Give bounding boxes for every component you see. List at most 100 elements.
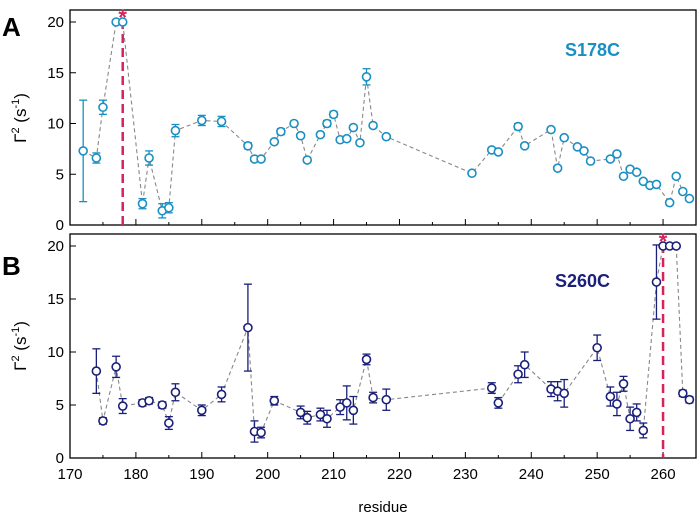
panel-b-y-tick-label: 10 xyxy=(47,344,64,361)
panel-a-data-point xyxy=(678,186,688,197)
x-tick-label: 190 xyxy=(189,466,214,483)
panel-a-data-point xyxy=(348,122,359,133)
panel-b-y-tick-label: 15 xyxy=(47,291,64,308)
panel-b-data-point xyxy=(144,395,154,406)
panel-a-data-point xyxy=(546,124,556,135)
panel-b-data-point xyxy=(486,383,497,393)
panel-a-y-ticks: 0 5 10 15 20 xyxy=(47,14,76,234)
panel-a-data-point xyxy=(98,102,108,113)
panel-a-data-point xyxy=(361,72,372,82)
panel-b-data-point xyxy=(605,391,616,402)
x-tick-label: 200 xyxy=(255,466,280,483)
panel-b-data-point xyxy=(111,362,121,372)
panel-a-data-point xyxy=(664,197,675,208)
panel-b-data-point xyxy=(684,394,695,405)
panel-b-data-point xyxy=(196,405,207,416)
panel-b-data-point xyxy=(295,407,306,418)
panel-a-data-point xyxy=(322,118,332,129)
panel-a-y-tick-label: 20 xyxy=(47,14,64,31)
panel-a-data-point xyxy=(164,202,174,213)
panel-a-y-tick-label: 15 xyxy=(47,65,64,82)
panel-a-data-point xyxy=(651,179,662,190)
x-tick-label: 210 xyxy=(321,466,346,483)
panel-a-data-point xyxy=(328,109,339,120)
panel-b-y-tick-label: 0 xyxy=(56,450,64,467)
panel-a-data-point xyxy=(684,193,695,204)
x-tick-label: 180 xyxy=(123,466,148,483)
panel-b-data-point xyxy=(170,387,181,398)
panel-b-data-point xyxy=(612,399,622,409)
panel-b-data-point xyxy=(638,425,649,436)
panel-b-frame xyxy=(69,233,697,459)
panel-a-data-point xyxy=(117,17,128,27)
x-tick-label: 240 xyxy=(519,466,544,483)
panel-a-data-point xyxy=(519,141,530,151)
x-axis-label: residue xyxy=(358,499,407,516)
panel-a-data-point xyxy=(91,153,102,163)
panel-a-frame xyxy=(69,9,697,226)
panel-b-data-point xyxy=(381,394,392,405)
panel-a-data-point xyxy=(552,163,563,173)
panel-a-data-point xyxy=(302,155,313,165)
panel-a-mutation-site: * xyxy=(118,5,127,225)
panel-b-data-point xyxy=(341,398,352,408)
panel-a-data-point xyxy=(671,171,682,182)
panel-a-data-point xyxy=(638,176,649,187)
panel-b-data-point xyxy=(651,277,662,287)
panel-a-data-point xyxy=(559,132,570,143)
panel-a-series xyxy=(78,17,695,219)
panel-b-data-point xyxy=(335,402,345,412)
panel-a-data-point xyxy=(196,115,207,126)
panel-b-x-ticks: 170 180 190 200 210 220 230 240 250 260 xyxy=(57,452,697,483)
panel-a-y-axis-label: Γ2 (s-1) xyxy=(10,93,30,143)
panel-b-data-point xyxy=(216,389,227,400)
panel-b-data-point xyxy=(302,412,313,423)
panel-a-data-point xyxy=(585,156,596,166)
panel-a-data-point xyxy=(216,116,227,127)
panel-a-data-point xyxy=(381,131,392,142)
panel-a-data-point xyxy=(572,142,583,152)
panel-b-data-point xyxy=(625,413,635,424)
panel-a-data-point xyxy=(618,171,629,182)
panel-a-data-point xyxy=(368,120,378,131)
panel-b-data-point xyxy=(164,418,174,428)
panel-b-data-point xyxy=(513,369,523,380)
panel-a-data-point xyxy=(579,146,589,156)
panel-a-label: A xyxy=(2,12,21,42)
panel-b-data-point xyxy=(493,398,504,408)
panel-a-data-point xyxy=(137,198,148,209)
x-tick-label: 250 xyxy=(585,466,610,483)
panel-b-data-point xyxy=(631,407,642,418)
panel-b-data-point xyxy=(368,392,378,403)
panel-b-data-point xyxy=(322,413,332,424)
panel-a-data-point xyxy=(513,121,523,132)
panel-b-data-point xyxy=(243,322,253,333)
panel-a-data-point xyxy=(341,133,352,144)
panel-a-data-point xyxy=(170,125,181,136)
panel-b-y-tick-label: 5 xyxy=(56,397,64,414)
panel-a-data-point xyxy=(289,118,299,129)
panel-a: A S178C Γ2 (s-1) 0 5 10 15 20 * xyxy=(2,5,697,234)
panel-b-data-point xyxy=(559,388,570,399)
panel-b-data-point xyxy=(519,359,530,370)
panel-b-y-tick-label: 20 xyxy=(47,238,64,255)
panel-b-data-point xyxy=(671,241,682,251)
panel-b-data-point xyxy=(157,400,168,410)
x-tick-label: 260 xyxy=(651,466,676,483)
panel-a-data-point xyxy=(612,149,622,159)
panel-b-data-point xyxy=(91,366,102,376)
x-tick-label: 170 xyxy=(57,466,82,483)
panel-a-data-point xyxy=(493,147,504,157)
x-tick-label: 220 xyxy=(387,466,412,483)
panel-a-y-tick-label: 5 xyxy=(56,166,64,183)
panel-b-data-point xyxy=(592,342,602,353)
panel-b-data-point xyxy=(348,405,359,416)
panel-a-data-point xyxy=(295,130,306,141)
panel-a-data-point xyxy=(605,154,616,164)
panel-b-y-axis-label: Γ2 (s-1) xyxy=(10,321,30,371)
panel-b-data-point xyxy=(618,378,629,389)
panel-b-y-ticks: 0 5 10 15 20 xyxy=(47,238,76,467)
panel-a-y-tick-label: 0 xyxy=(56,217,64,234)
panel-b-data-point xyxy=(361,354,372,365)
